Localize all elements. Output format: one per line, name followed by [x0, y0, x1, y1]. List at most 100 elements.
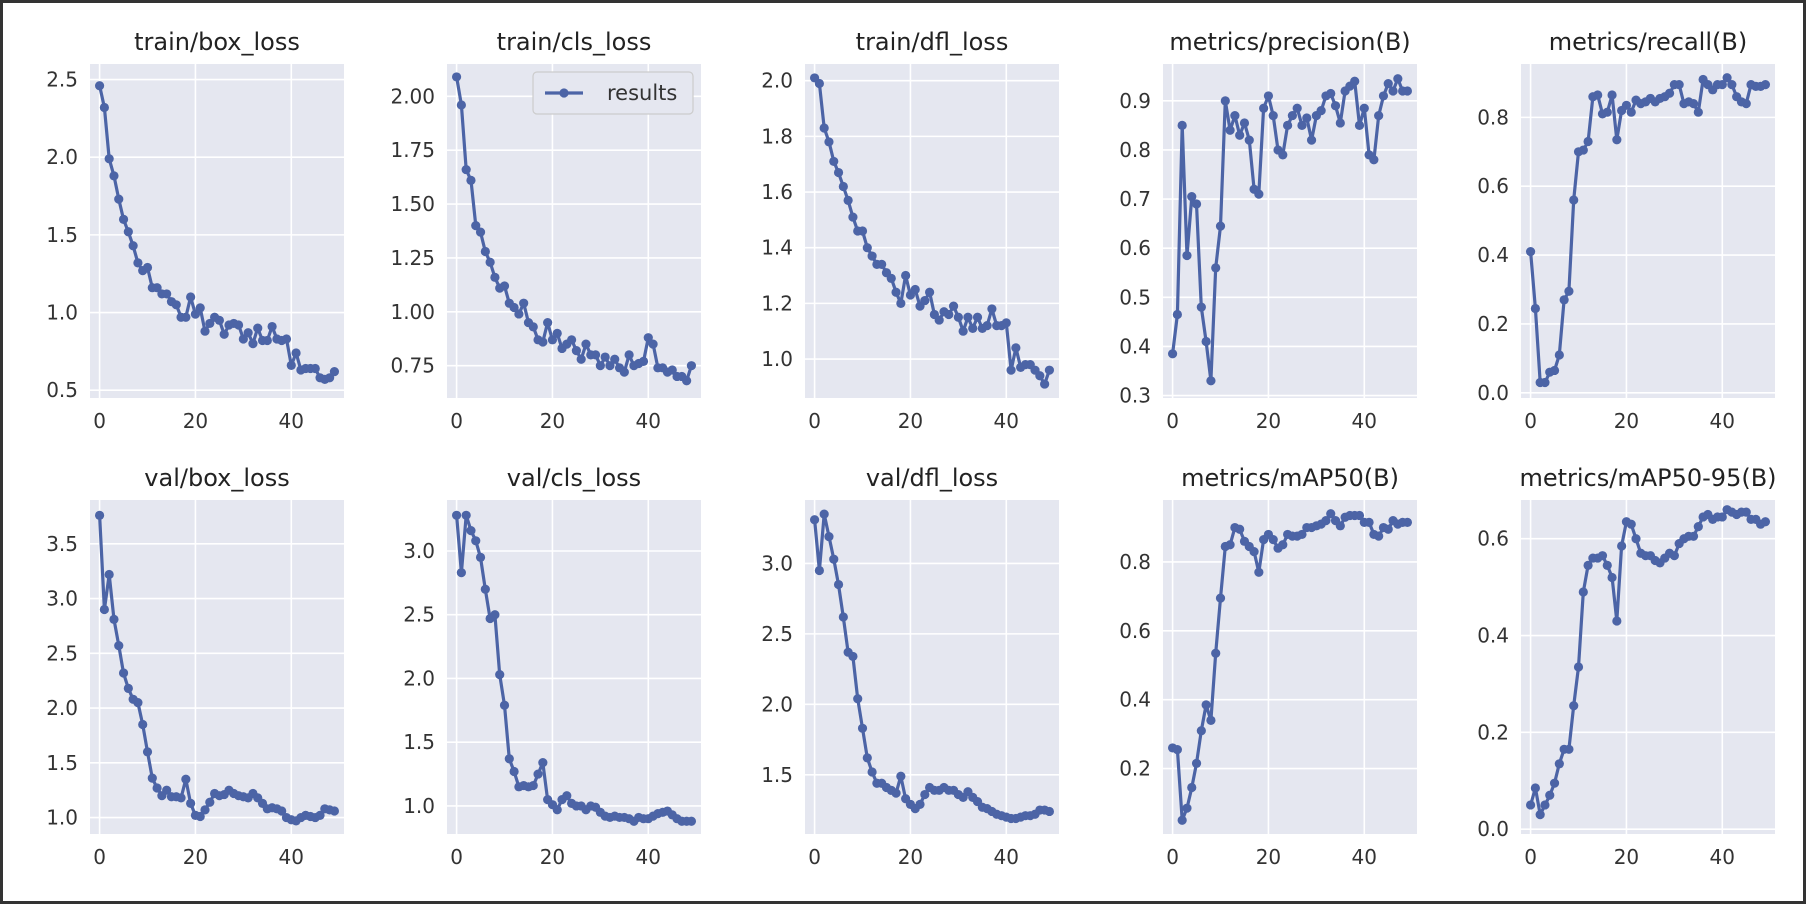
- data-point: [1206, 715, 1216, 725]
- x-tick-label: 40: [994, 409, 1019, 433]
- data-point: [152, 783, 162, 793]
- x-tick-label: 0: [93, 845, 106, 869]
- data-point: [590, 350, 601, 360]
- data-point: [1564, 286, 1574, 296]
- x-tick-label: 40: [279, 409, 304, 433]
- y-tick-label: 1.0: [46, 301, 78, 325]
- data-point: [509, 766, 519, 777]
- data-point: [1727, 80, 1737, 90]
- data-point: [186, 798, 196, 808]
- data-point: [562, 791, 572, 801]
- data-point: [99, 604, 109, 615]
- data-point: [1760, 517, 1771, 527]
- x-tick-label: 40: [1352, 845, 1377, 869]
- data-point: [610, 354, 620, 364]
- data-point: [1330, 101, 1341, 111]
- data-point: [920, 295, 930, 306]
- x-tick-label: 20: [1256, 845, 1281, 869]
- data-point: [142, 262, 153, 273]
- data-point: [200, 326, 210, 336]
- y-tick-label: 1.5: [46, 751, 78, 775]
- data-point: [1564, 744, 1574, 754]
- chart-metrics-recall-b: 0 20 40 0.0 0.2 0.4 0.6 0.8 metrics/recall(B): [1477, 28, 1775, 433]
- data-point: [829, 156, 839, 167]
- data-point: [1597, 551, 1608, 561]
- chart-title: train/box_loss: [134, 28, 300, 56]
- y-tick-label: 1.6: [761, 180, 793, 204]
- data-point: [181, 774, 191, 784]
- data-point: [195, 811, 205, 822]
- y-tick-label: 1.0: [46, 806, 78, 830]
- data-point: [1688, 531, 1699, 541]
- data-point: [1674, 80, 1684, 90]
- data-point: [1383, 524, 1393, 534]
- data-point: [186, 292, 196, 302]
- x-tick-label: 0: [1166, 409, 1179, 433]
- y-tick-label: 1.5: [403, 730, 435, 754]
- x-tick-label: 20: [1614, 845, 1639, 869]
- data-point: [1359, 103, 1369, 113]
- x-tick-label: 0: [1524, 409, 1537, 433]
- y-tick-label: 0.5: [1119, 285, 1151, 309]
- data-point: [1612, 616, 1622, 626]
- y-tick-label: 2.0: [403, 666, 435, 690]
- data-point: [504, 754, 514, 764]
- y-tick-label: 0.6: [1119, 619, 1151, 643]
- data-point: [982, 321, 992, 331]
- data-point: [1201, 336, 1211, 347]
- data-point: [1583, 560, 1593, 570]
- plot-area: [805, 64, 1059, 398]
- data-point: [1350, 76, 1360, 86]
- data-point: [253, 323, 263, 333]
- data-point: [814, 565, 824, 576]
- data-point: [123, 227, 133, 237]
- data-point: [190, 309, 201, 319]
- data-point: [862, 753, 872, 763]
- data-point: [1263, 91, 1274, 101]
- data-point: [514, 309, 524, 319]
- data-point: [114, 641, 124, 651]
- data-point: [848, 212, 858, 222]
- data-point: [1172, 309, 1182, 320]
- data-point: [1602, 560, 1612, 570]
- plot-area: [1521, 64, 1775, 398]
- y-tick-label: 3.0: [403, 539, 435, 563]
- data-point: [181, 312, 191, 322]
- data-point: [233, 320, 244, 330]
- legend: results: [532, 71, 694, 115]
- chart-title: metrics/mAP50-95(B): [1519, 464, 1776, 492]
- x-tick-label: 40: [636, 845, 661, 869]
- data-point: [1374, 531, 1384, 541]
- data-point: [495, 670, 505, 680]
- data-point: [1578, 145, 1588, 155]
- data-point: [1374, 110, 1384, 121]
- data-point: [643, 333, 653, 343]
- plot-area: [805, 500, 1059, 834]
- y-tick-label: 2.5: [403, 603, 435, 627]
- data-point: [466, 525, 476, 536]
- data-point: [552, 805, 562, 815]
- data-point: [891, 287, 901, 297]
- data-point: [291, 348, 301, 358]
- x-tick-label: 0: [450, 845, 463, 869]
- x-tick-label: 0: [808, 409, 821, 433]
- data-point: [451, 72, 462, 82]
- legend-label: results: [607, 81, 677, 105]
- data-point: [1554, 350, 1564, 360]
- data-point: [1196, 302, 1206, 312]
- data-point: [262, 335, 272, 346]
- data-point: [461, 164, 471, 175]
- y-tick-label: 3.0: [46, 587, 78, 611]
- y-tick-label: 1.50: [390, 192, 435, 216]
- x-tick-label: 0: [808, 845, 821, 869]
- data-point: [920, 789, 930, 800]
- data-point: [1612, 135, 1622, 145]
- y-tick-label: 0.75: [390, 354, 435, 378]
- data-point: [499, 700, 510, 710]
- data-point: [1211, 263, 1221, 273]
- data-point: [1573, 662, 1584, 672]
- y-tick-label: 0.8: [1477, 105, 1509, 129]
- x-tick-label: 40: [279, 845, 304, 869]
- data-point: [475, 227, 486, 237]
- data-point: [315, 810, 325, 820]
